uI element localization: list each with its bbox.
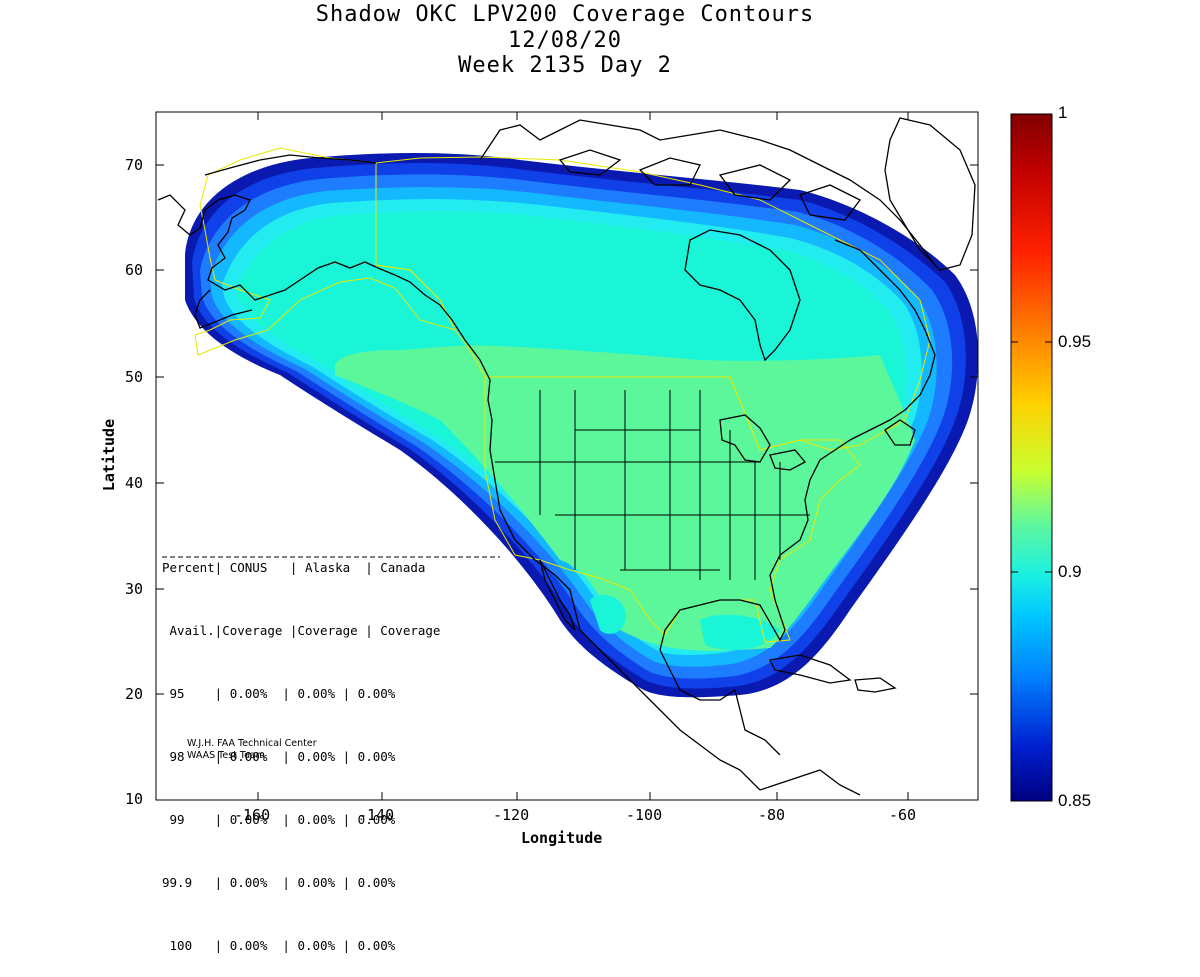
labrador-coast — [834, 239, 936, 441]
state-lines-h — [495, 429, 810, 571]
x-ticks — [257, 112, 909, 800]
table-row: 99.9 | 0.00% | 0.00% | 0.00% — [162, 875, 396, 890]
table-row: 95 | 0.00% | 0.00% | 0.00% — [162, 686, 396, 701]
arctic-island-1 — [558, 149, 622, 176]
chart-week: Week 2135 Day 2 — [458, 53, 672, 78]
y-tick-label: 20 — [125, 685, 144, 703]
colorbar-ticks — [1011, 341, 1052, 573]
y-tick-label: 30 — [125, 580, 144, 598]
x-tick-label: -120 — [493, 806, 530, 824]
x-tick-label: -60 — [889, 806, 917, 824]
contour-cyan-inset2 — [700, 614, 780, 650]
table-row: 100 | 0.00% | 0.00% | 0.00% — [162, 938, 396, 953]
table-row: 98 | 0.00% | 0.00% | 0.00% — [162, 749, 396, 764]
x-tick-label: -80 — [758, 806, 786, 824]
arctic-island-4 — [799, 184, 861, 221]
colorbar-label: 0.9 — [1058, 562, 1082, 581]
y-tick-label: 50 — [125, 368, 144, 386]
us-state-borders — [495, 390, 810, 580]
colorbar — [1010, 113, 1053, 802]
colorbar-label: 1 — [1058, 103, 1068, 122]
x-tick-label: -100 — [626, 806, 663, 824]
gulf-coast — [659, 649, 781, 756]
hudson-bay — [684, 229, 801, 362]
canada-arctic-islands — [479, 119, 936, 266]
arctic-island-3 — [718, 164, 792, 201]
arctic-island-2 — [638, 157, 701, 186]
cuba — [769, 654, 852, 684]
y-tick-label: 40 — [125, 474, 144, 492]
credit-line: WAAS Test Team — [187, 750, 266, 761]
alaska-coast — [157, 194, 493, 421]
west-coast — [489, 419, 581, 631]
table-row: 99 | 0.00% | 0.00% | 0.00% — [162, 812, 396, 827]
table-header-2: Avail.|Coverage |Coverage | Coverage — [162, 623, 441, 638]
baja — [539, 559, 576, 631]
y-axis-label: Latitude — [100, 418, 118, 492]
map-figure — [155, 111, 1053, 802]
central-america — [759, 769, 861, 796]
colorbar-label: 0.95 — [1058, 332, 1092, 351]
credit-block: W.J.H. FAA Technical Center WAAS Test Te… — [187, 738, 317, 762]
hispaniola — [854, 677, 897, 693]
chart-title: Shadow OKC LPV200 Coverage Contours — [315, 2, 815, 27]
y-ticks — [156, 164, 978, 695]
mexico-coast — [579, 629, 761, 791]
x-tick-label: -160 — [234, 806, 271, 824]
y-tick-label: 70 — [125, 156, 144, 174]
tick-marks — [156, 112, 978, 800]
aleutians — [194, 289, 253, 329]
canada-boundary — [375, 156, 931, 451]
chart-date: 12/08/20 — [508, 28, 622, 53]
alaska-north-coast — [204, 154, 377, 176]
table-header-1: Percent| CONUS | Alaska | Canada — [162, 560, 426, 575]
x-axis-label: Longitude — [521, 829, 603, 847]
state-lines-v — [539, 390, 731, 580]
y-tick-label: 10 — [125, 790, 144, 808]
state-lines-v2 — [754, 462, 781, 580]
x-tick-label: -140 — [358, 806, 395, 824]
colorbar-label: 0.85 — [1058, 791, 1092, 810]
east-coast — [659, 439, 851, 651]
contour-cyan-inset — [590, 594, 626, 634]
credit-line: W.J.H. FAA Technical Center — [187, 738, 317, 749]
y-tick-label: 60 — [125, 261, 144, 279]
plot-frame — [155, 111, 979, 801]
greenland — [884, 117, 976, 271]
coastlines — [157, 117, 976, 796]
newfoundland — [884, 419, 916, 446]
